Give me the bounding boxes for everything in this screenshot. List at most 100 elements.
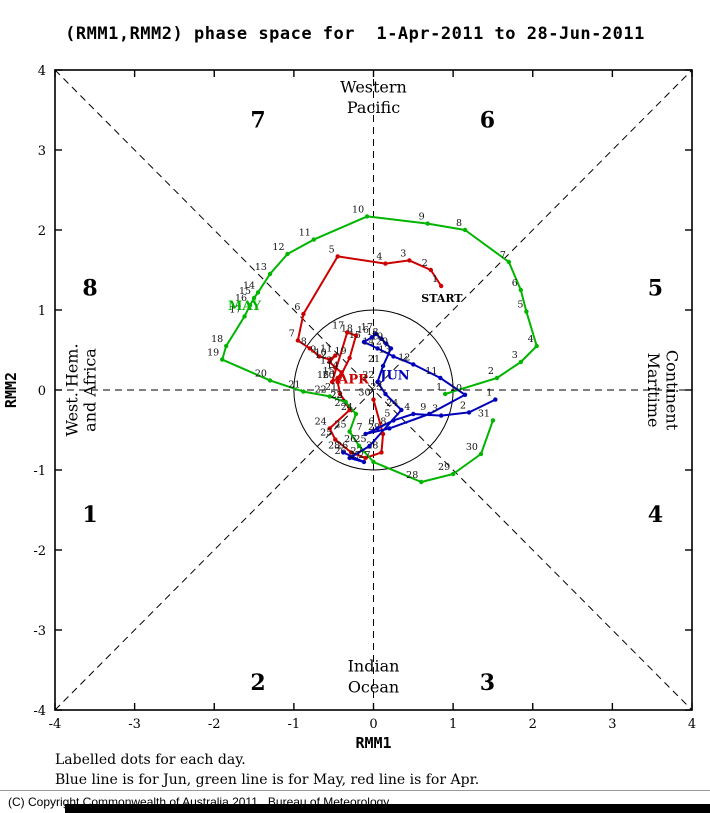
- legend-line-1: Labelled dots for each day.: [55, 752, 246, 768]
- day-dot: [311, 237, 316, 242]
- day-dot: [363, 431, 368, 437]
- day-label: 27: [349, 450, 361, 461]
- day-label: 17: [361, 322, 373, 333]
- day-label: 20: [376, 336, 388, 347]
- day-label: 28: [406, 470, 418, 481]
- day-dot: [339, 370, 344, 375]
- day-label: 12: [398, 352, 410, 363]
- day-dot: [428, 267, 434, 273]
- day-dot: [442, 391, 448, 397]
- day-dot: [490, 418, 496, 423]
- day-label: 15: [323, 366, 335, 377]
- region-label: Maritime: [644, 353, 663, 428]
- day-label: 27: [358, 450, 370, 461]
- day-dot: [411, 362, 416, 367]
- y-tick-label: 3: [38, 144, 46, 159]
- y-tick-label: 4: [38, 64, 46, 79]
- x-tick-label: -2: [208, 717, 221, 732]
- day-dot: [333, 437, 338, 442]
- day-dot: [251, 295, 257, 301]
- day-dot: [462, 392, 468, 397]
- day-label: 1: [486, 388, 492, 399]
- day-dot: [367, 443, 372, 449]
- y-tick-label: 1: [38, 304, 46, 319]
- day-label: 26: [344, 434, 356, 445]
- day-label: 18: [211, 334, 223, 345]
- day-dot: [341, 450, 346, 455]
- region-label: West. Hem.: [62, 343, 81, 436]
- day-dot: [518, 287, 524, 293]
- day-dot: [345, 330, 350, 335]
- day-label: 23: [370, 382, 382, 393]
- day-dot: [267, 271, 273, 277]
- day-label: 8: [456, 218, 462, 229]
- y-tick-label: -2: [33, 544, 46, 559]
- day-dot: [450, 471, 456, 477]
- y-tick-label: 2: [38, 224, 46, 239]
- phase-label-2: 2: [250, 670, 265, 696]
- day-label: 27: [350, 446, 362, 457]
- day-label: 7: [289, 328, 295, 339]
- day-dot: [335, 254, 340, 259]
- y-tick-label: 0: [38, 384, 46, 399]
- phase-label-8: 8: [82, 276, 97, 302]
- day-dot: [343, 399, 348, 405]
- x-tick-label: 1: [449, 717, 457, 732]
- day-label: 4: [404, 402, 410, 413]
- day-label: 17: [332, 320, 344, 331]
- day-label: 9: [420, 402, 426, 413]
- day-label: 10: [450, 383, 462, 394]
- y-tick-label: -1: [33, 464, 46, 479]
- day-dot: [438, 375, 443, 381]
- day-dot: [399, 407, 404, 413]
- day-label: 20: [255, 368, 267, 379]
- day-label: 6: [512, 278, 518, 289]
- day-label: 11: [425, 366, 437, 377]
- day-dot: [388, 346, 394, 351]
- x-tick-label: -1: [288, 717, 301, 732]
- region-label: Pacific: [347, 98, 400, 117]
- x-tick-label: -3: [128, 717, 141, 732]
- x-tick-label: 2: [529, 717, 537, 732]
- day-dot: [383, 391, 388, 397]
- day-label: 18: [341, 324, 353, 335]
- day-label: 24: [386, 398, 398, 409]
- y-tick-label: -3: [33, 624, 46, 639]
- day-dot: [494, 375, 500, 381]
- day-label: 6: [294, 302, 300, 313]
- day-dot: [524, 309, 529, 314]
- day-dot: [361, 459, 367, 465]
- day-dot: [295, 338, 301, 343]
- day-label: 29: [438, 462, 450, 473]
- day-label: 8: [301, 336, 307, 347]
- trajectory-apr: [296, 255, 443, 459]
- day-label: 1: [436, 382, 442, 393]
- day-dot: [384, 341, 389, 346]
- day-dot: [411, 411, 416, 417]
- day-dot: [327, 426, 332, 431]
- day-label: 7: [356, 422, 362, 433]
- day-label: 21: [288, 380, 300, 391]
- x-tick-label: 3: [608, 717, 616, 732]
- day-label: 31: [478, 408, 490, 419]
- month-label-apr: APR: [337, 373, 369, 388]
- day-label: 13: [378, 344, 390, 355]
- day-label: 5: [329, 244, 335, 255]
- region-label: and Africa: [81, 348, 100, 432]
- start-label: START: [421, 292, 463, 305]
- day-dot: [301, 389, 306, 394]
- day-dot: [317, 354, 322, 359]
- day-dot: [335, 375, 340, 381]
- day-label: 22: [331, 390, 343, 401]
- day-dot: [375, 379, 380, 385]
- day-label: 18: [366, 327, 378, 338]
- day-label: 9: [310, 344, 316, 355]
- day-dot: [356, 443, 362, 449]
- month-label-may: MAY: [228, 299, 262, 314]
- day-dot: [347, 407, 352, 413]
- day-dot: [462, 227, 468, 233]
- day-label: 2: [422, 258, 428, 269]
- day-dot: [363, 455, 368, 461]
- day-dot: [247, 303, 253, 308]
- day-dot: [285, 251, 290, 257]
